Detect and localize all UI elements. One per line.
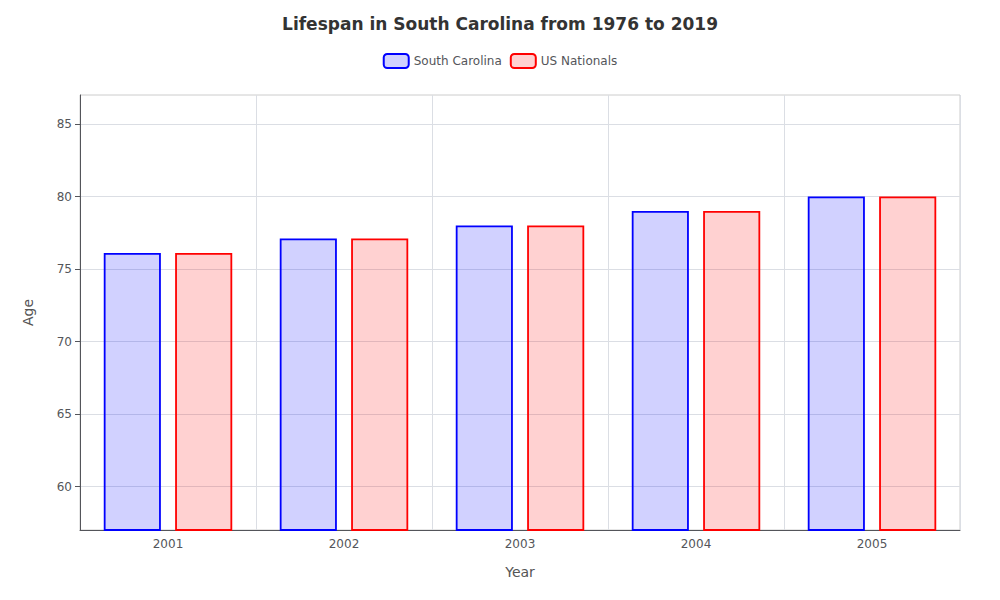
svg-text:85: 85	[57, 117, 72, 131]
svg-text:60: 60	[57, 480, 72, 494]
svg-text:Year: Year	[504, 564, 535, 580]
svg-text:Lifespan in South Carolina fro: Lifespan in South Carolina from 1976 to …	[282, 14, 718, 34]
svg-text:2003: 2003	[505, 537, 536, 551]
svg-text:65: 65	[57, 407, 72, 421]
svg-text:US Nationals: US Nationals	[541, 54, 617, 68]
svg-text:2005: 2005	[857, 537, 888, 551]
svg-text:2002: 2002	[329, 537, 360, 551]
svg-text:75: 75	[57, 262, 72, 276]
svg-text:80: 80	[57, 190, 72, 204]
svg-text:2001: 2001	[153, 537, 184, 551]
svg-text:Age: Age	[20, 299, 36, 326]
svg-text:70: 70	[57, 335, 72, 349]
svg-text:South Carolina: South Carolina	[414, 54, 502, 68]
svg-text:2004: 2004	[681, 537, 712, 551]
